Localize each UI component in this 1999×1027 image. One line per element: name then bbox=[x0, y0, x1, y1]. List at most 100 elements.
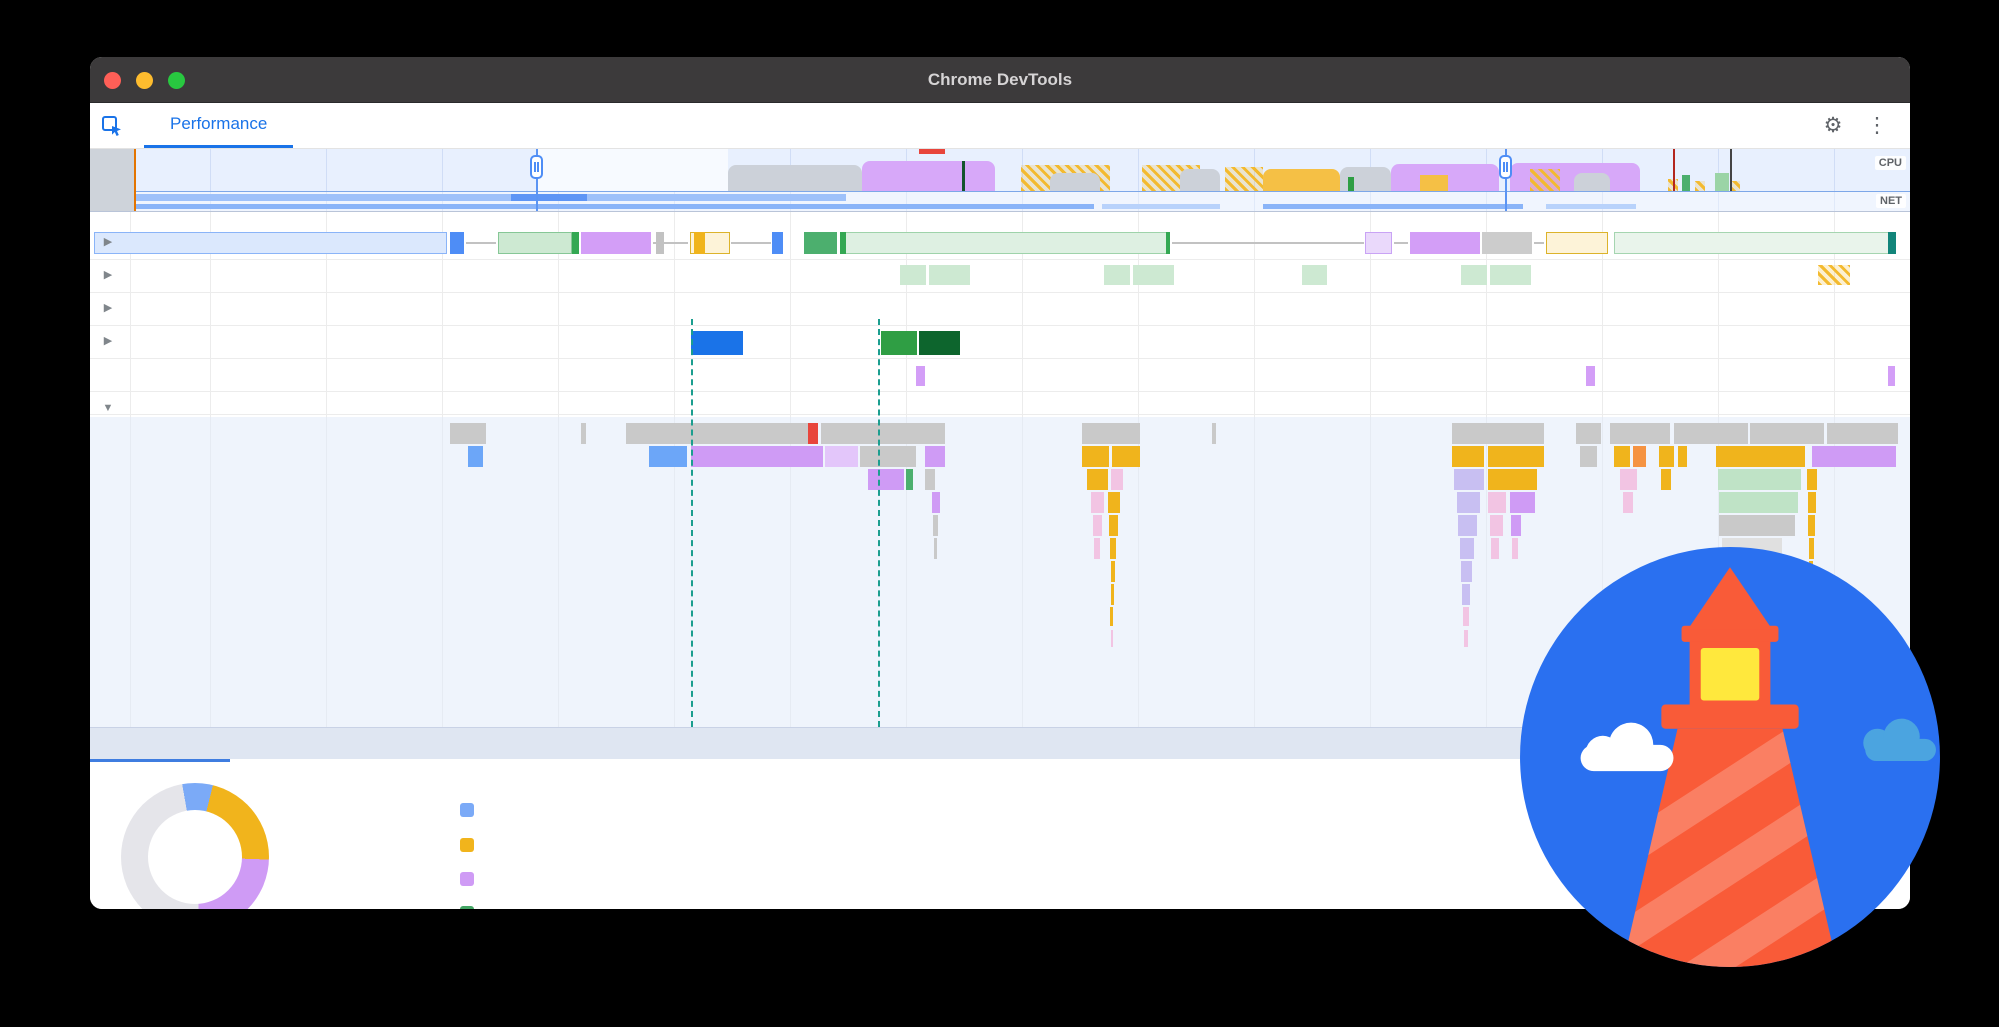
track-event-bar[interactable] bbox=[1172, 242, 1364, 244]
flame-event-bar[interactable] bbox=[825, 446, 858, 467]
overview-window-handle[interactable] bbox=[1499, 155, 1512, 179]
flame-event-bar[interactable] bbox=[1111, 561, 1115, 582]
overview-cpu-strip[interactable] bbox=[90, 149, 1910, 191]
flame-event-bar[interactable] bbox=[1462, 584, 1470, 605]
flame-event-bar[interactable] bbox=[1719, 492, 1798, 513]
flame-event-bar[interactable] bbox=[649, 446, 687, 467]
track-event-bar[interactable] bbox=[1614, 232, 1896, 254]
track-event-bar[interactable] bbox=[466, 242, 496, 244]
flame-event-bar[interactable] bbox=[1491, 538, 1499, 559]
flame-event-bar[interactable] bbox=[691, 446, 823, 467]
flame-event-bar[interactable] bbox=[1661, 469, 1671, 490]
expand-arrow-icon[interactable]: ▶ bbox=[103, 302, 113, 314]
flame-event-bar[interactable] bbox=[1093, 515, 1102, 536]
track-event-bar[interactable] bbox=[653, 242, 688, 244]
flame-event-bar[interactable] bbox=[1750, 423, 1824, 444]
more-options-icon[interactable]: ⋮ bbox=[1866, 114, 1888, 137]
expand-arrow-icon[interactable]: ▶ bbox=[103, 269, 113, 281]
track-event-bar[interactable] bbox=[1888, 366, 1895, 386]
flame-event-bar[interactable] bbox=[1111, 584, 1114, 605]
track-event-bar[interactable] bbox=[929, 265, 970, 285]
flame-event-bar[interactable] bbox=[1511, 515, 1521, 536]
flame-event-bar[interactable] bbox=[1620, 469, 1637, 490]
track-event-bar[interactable] bbox=[900, 265, 926, 285]
track-event-bar[interactable] bbox=[731, 242, 771, 244]
settings-gear-icon[interactable]: ⚙ bbox=[1823, 114, 1843, 137]
flame-event-bar[interactable] bbox=[1716, 446, 1805, 467]
track-event-bar[interactable] bbox=[840, 232, 1170, 254]
flame-event-bar[interactable] bbox=[932, 492, 940, 513]
flame-event-bar[interactable] bbox=[1460, 538, 1474, 559]
tab-performance[interactable]: Performance bbox=[144, 103, 294, 148]
flame-event-bar[interactable] bbox=[1094, 538, 1100, 559]
flame-event-bar[interactable] bbox=[1110, 607, 1113, 626]
track-event-bar[interactable] bbox=[881, 331, 917, 355]
flame-event-bar[interactable] bbox=[1809, 538, 1814, 559]
flame-event-bar[interactable] bbox=[1674, 423, 1748, 444]
track-event-bar[interactable] bbox=[1410, 232, 1480, 254]
flame-event-bar[interactable] bbox=[1633, 446, 1646, 467]
flame-event-bar[interactable] bbox=[1488, 469, 1537, 490]
flame-event-bar[interactable] bbox=[1212, 423, 1216, 444]
flame-event-bar[interactable] bbox=[1110, 538, 1116, 559]
flame-event-bar[interactable] bbox=[1623, 492, 1633, 513]
flame-event-bar[interactable] bbox=[925, 469, 935, 490]
track-event-bar[interactable] bbox=[840, 232, 846, 254]
flame-event-bar[interactable] bbox=[934, 538, 937, 559]
track-event-bar[interactable] bbox=[1302, 265, 1327, 285]
overview-net-strip[interactable] bbox=[90, 191, 1910, 211]
flame-event-bar[interactable] bbox=[1510, 492, 1535, 513]
flame-event-bar[interactable] bbox=[1512, 538, 1518, 559]
flame-event-bar[interactable] bbox=[1490, 515, 1503, 536]
flame-event-bar[interactable] bbox=[450, 423, 486, 444]
flame-event-bar[interactable] bbox=[808, 423, 818, 444]
zoom-button[interactable] bbox=[168, 72, 185, 89]
track-event-bar[interactable] bbox=[1104, 265, 1130, 285]
flame-event-bar[interactable] bbox=[1678, 446, 1687, 467]
flame-event-bar[interactable] bbox=[1452, 446, 1484, 467]
flame-event-bar[interactable] bbox=[821, 423, 945, 444]
flame-event-bar[interactable] bbox=[1488, 492, 1506, 513]
flame-event-bar[interactable] bbox=[906, 469, 913, 490]
flame-event-bar[interactable] bbox=[1576, 423, 1601, 444]
flame-event-bar[interactable] bbox=[1108, 492, 1120, 513]
inspect-icon[interactable] bbox=[90, 103, 134, 148]
flame-event-bar[interactable] bbox=[1454, 469, 1484, 490]
flame-event-bar[interactable] bbox=[1659, 446, 1674, 467]
flame-event-bar[interactable] bbox=[1082, 446, 1109, 467]
titlebar[interactable]: Chrome DevTools bbox=[90, 57, 1910, 103]
flame-event-bar[interactable] bbox=[1112, 446, 1140, 467]
flame-event-bar[interactable] bbox=[860, 446, 916, 467]
expand-arrow-icon[interactable]: ▶ bbox=[103, 335, 113, 347]
flame-event-bar[interactable] bbox=[1111, 630, 1113, 647]
flame-event-bar[interactable] bbox=[1082, 423, 1140, 444]
track-event-bar[interactable] bbox=[1818, 265, 1850, 285]
flame-event-bar[interactable] bbox=[868, 469, 904, 490]
flame-event-bar[interactable] bbox=[1719, 515, 1795, 536]
flame-event-bar[interactable] bbox=[1111, 469, 1123, 490]
flame-event-bar[interactable] bbox=[1457, 492, 1480, 513]
flame-event-bar[interactable] bbox=[581, 423, 586, 444]
flame-event-bar[interactable] bbox=[1808, 492, 1816, 513]
track-event-bar[interactable] bbox=[94, 232, 447, 254]
flame-event-bar[interactable] bbox=[1463, 607, 1469, 626]
flame-event-bar[interactable] bbox=[1091, 492, 1104, 513]
track-event-bar[interactable] bbox=[450, 232, 464, 254]
flame-event-bar[interactable] bbox=[1464, 630, 1468, 647]
flame-event-bar[interactable] bbox=[1807, 469, 1817, 490]
flame-event-bar[interactable] bbox=[1458, 515, 1477, 536]
flame-event-bar[interactable] bbox=[1580, 446, 1597, 467]
track-event-bar[interactable] bbox=[1461, 265, 1487, 285]
overview-window-handle[interactable] bbox=[530, 155, 543, 179]
flame-event-bar[interactable] bbox=[933, 515, 938, 536]
track-event-bar[interactable] bbox=[772, 232, 783, 254]
flame-event-bar[interactable] bbox=[626, 423, 808, 444]
track-event-bar[interactable] bbox=[498, 232, 572, 254]
track-event-bar[interactable] bbox=[1534, 242, 1544, 244]
flame-event-bar[interactable] bbox=[1488, 446, 1544, 467]
track-event-bar[interactable] bbox=[691, 331, 743, 355]
flame-event-bar[interactable] bbox=[1087, 469, 1108, 490]
track-event-bar[interactable] bbox=[804, 232, 837, 254]
track-event-bar[interactable] bbox=[1394, 242, 1408, 244]
flame-event-bar[interactable] bbox=[1109, 515, 1118, 536]
